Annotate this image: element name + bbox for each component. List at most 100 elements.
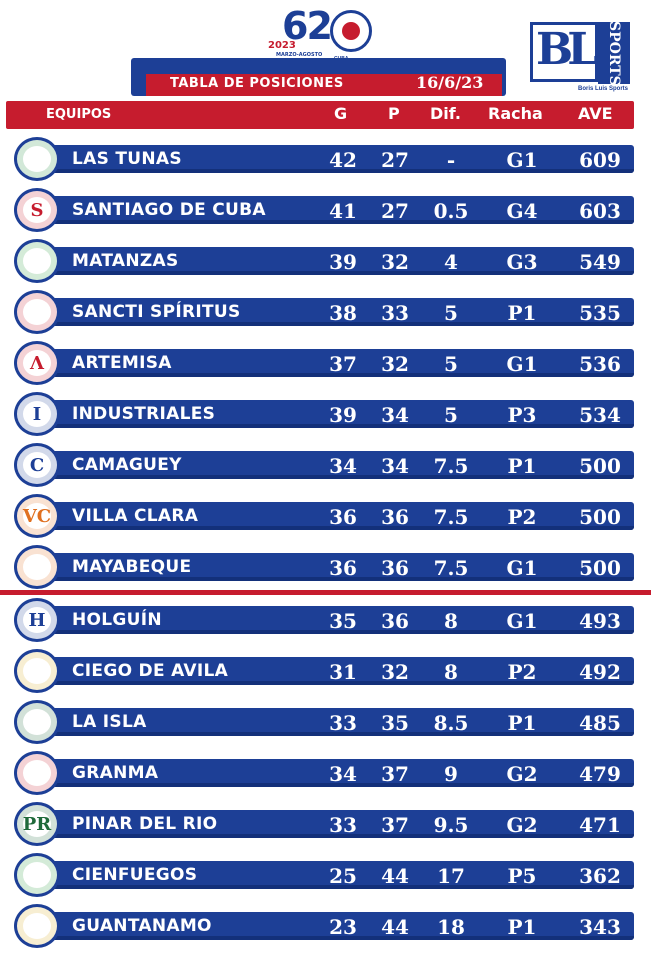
classification-divider bbox=[0, 590, 651, 595]
row-bar bbox=[36, 145, 634, 173]
average: 536 bbox=[579, 352, 621, 376]
wins: 34 bbox=[329, 454, 357, 478]
logo-subtitle: MARZO-AGOSTO bbox=[276, 52, 323, 58]
average: 534 bbox=[579, 403, 621, 427]
header-team: EQUIPOS bbox=[46, 107, 112, 122]
average: 479 bbox=[579, 762, 621, 786]
team-name: LA ISLA bbox=[72, 712, 147, 732]
camaguey-logo-icon: C bbox=[14, 443, 60, 487]
row-bar bbox=[36, 400, 634, 428]
cienfuegos-logo-icon bbox=[14, 853, 60, 897]
table-row: I INDUSTRIALES 39 34 5 P3 534 bbox=[0, 390, 661, 438]
games-behind: 8 bbox=[444, 660, 458, 684]
guantanamo-logo-icon bbox=[14, 904, 60, 948]
losses: 36 bbox=[381, 556, 409, 580]
header-streak: Racha bbox=[488, 104, 543, 123]
games-behind: 8.5 bbox=[433, 711, 469, 735]
team-name: VILLA CLARA bbox=[72, 506, 199, 526]
losses: 27 bbox=[381, 148, 409, 172]
row-bar bbox=[36, 810, 634, 838]
row-bar bbox=[36, 451, 634, 479]
games-behind: 7.5 bbox=[433, 556, 469, 580]
streak: P3 bbox=[507, 403, 537, 427]
average: 535 bbox=[579, 301, 621, 325]
column-header-bar bbox=[6, 101, 634, 129]
team-name: LAS TUNAS bbox=[72, 149, 182, 169]
streak: P1 bbox=[507, 454, 537, 478]
row-bar bbox=[36, 553, 634, 581]
wins: 25 bbox=[329, 864, 357, 888]
table-row: GRANMA 34 37 9 G2 479 bbox=[0, 749, 661, 797]
losses: 33 bbox=[381, 301, 409, 325]
games-behind: 9.5 bbox=[433, 813, 469, 837]
average: 471 bbox=[579, 813, 621, 837]
header-wins: G bbox=[334, 104, 348, 123]
table-row: CIEGO DE AVILA 31 32 8 P2 492 bbox=[0, 647, 661, 695]
table-row: LAS TUNAS 42 27 - G1 609 bbox=[0, 135, 661, 183]
average: 500 bbox=[579, 505, 621, 529]
bl-sports-logo: BL SPORTS Boris Luis Sports bbox=[530, 20, 632, 100]
table-row: PR PINAR DEL RIO 33 37 9.5 G2 471 bbox=[0, 800, 661, 848]
games-behind: 8 bbox=[444, 609, 458, 633]
table-row: MATANZAS 39 32 4 G3 549 bbox=[0, 237, 661, 285]
games-behind: 5 bbox=[444, 301, 458, 325]
team-name: CIENFUEGOS bbox=[72, 865, 198, 885]
average: 493 bbox=[579, 609, 621, 633]
team-name: SANTIAGO DE CUBA bbox=[72, 200, 266, 220]
row-bar bbox=[36, 247, 634, 275]
average: 343 bbox=[579, 915, 621, 939]
team-name: ARTEMISA bbox=[72, 353, 172, 373]
table-title: TABLA DE POSICIONES bbox=[170, 76, 344, 91]
santiago-logo-icon: S bbox=[14, 188, 60, 232]
games-behind: 9 bbox=[444, 762, 458, 786]
bl-letters: BL bbox=[536, 24, 598, 75]
average: 549 bbox=[579, 250, 621, 274]
row-bar bbox=[36, 759, 634, 787]
title-banner bbox=[146, 74, 502, 96]
team-name: CAMAGUEY bbox=[72, 455, 182, 475]
average: 609 bbox=[579, 148, 621, 172]
losses: 37 bbox=[381, 762, 409, 786]
team-name: GUANTANAMO bbox=[72, 916, 212, 936]
games-behind: 5 bbox=[444, 403, 458, 427]
header-avg: AVE bbox=[578, 104, 613, 123]
villa-clara-logo-icon: VC bbox=[14, 494, 60, 538]
wins: 33 bbox=[329, 813, 357, 837]
streak: G1 bbox=[506, 352, 538, 376]
team-name: INDUSTRIALES bbox=[72, 404, 216, 424]
logo-year: 2023 bbox=[268, 40, 296, 51]
team-name: MATANZAS bbox=[72, 251, 179, 271]
losses: 36 bbox=[381, 505, 409, 529]
wins: 35 bbox=[329, 609, 357, 633]
header-losses: P bbox=[388, 104, 400, 123]
wins: 33 bbox=[329, 711, 357, 735]
games-behind: 17 bbox=[437, 864, 465, 888]
streak: G4 bbox=[506, 199, 538, 223]
losses: 37 bbox=[381, 813, 409, 837]
mayabeque-logo-icon bbox=[14, 545, 60, 589]
industriales-logo-icon: I bbox=[14, 392, 60, 436]
table-date: 16/6/23 bbox=[416, 73, 484, 92]
table-row: VC VILLA CLARA 36 36 7.5 P2 500 bbox=[0, 492, 661, 540]
losses: 35 bbox=[381, 711, 409, 735]
las-tunas-logo-icon bbox=[14, 137, 60, 181]
table-row: CIENFUEGOS 25 44 17 P5 362 bbox=[0, 851, 661, 899]
losses: 44 bbox=[381, 864, 409, 888]
streak: G1 bbox=[506, 556, 538, 580]
games-behind: - bbox=[446, 148, 456, 172]
streak: G3 bbox=[506, 250, 538, 274]
logo-number: 62 bbox=[282, 4, 333, 48]
streak: P1 bbox=[507, 915, 537, 939]
games-behind: 7.5 bbox=[433, 505, 469, 529]
granma-logo-icon bbox=[14, 751, 60, 795]
row-bar bbox=[36, 606, 634, 634]
streak: P5 bbox=[507, 864, 537, 888]
row-bar bbox=[36, 657, 634, 685]
wins: 36 bbox=[329, 505, 357, 529]
losses: 44 bbox=[381, 915, 409, 939]
losses: 27 bbox=[381, 199, 409, 223]
wins: 42 bbox=[329, 148, 357, 172]
sancti-spiritus-logo-icon bbox=[14, 290, 60, 334]
team-name: HOLGUÍN bbox=[72, 610, 162, 630]
table-row: LA ISLA 33 35 8.5 P1 485 bbox=[0, 698, 661, 746]
